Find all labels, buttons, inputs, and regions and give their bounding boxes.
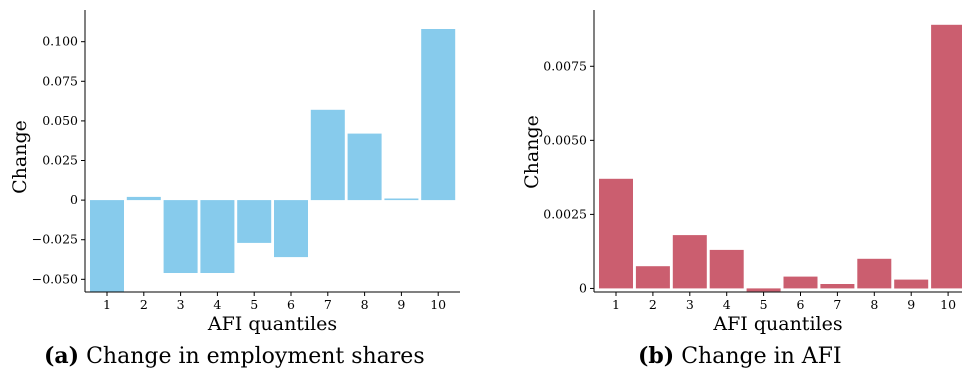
- y-tick-label: 0.075: [42, 73, 78, 88]
- bar-2: [635, 266, 670, 289]
- x-tick-label: 8: [361, 297, 369, 312]
- x-tick-label: 3: [686, 297, 694, 312]
- bar-8: [857, 258, 892, 289]
- bar-7: [310, 109, 345, 201]
- bar-4: [709, 249, 744, 289]
- bar-1: [599, 178, 633, 289]
- bar-5: [746, 288, 781, 292]
- bar-8: [347, 133, 382, 201]
- bar-6: [783, 276, 818, 289]
- x-tick-label: 6: [287, 297, 295, 312]
- y-tick-label: −0.050: [32, 271, 78, 286]
- x-tick-label: 6: [797, 297, 805, 312]
- x-tick-label: 5: [760, 297, 768, 312]
- y-tick-label: 0.0050: [543, 132, 587, 147]
- x-tick-label: 2: [140, 297, 148, 312]
- x-tick-label: 3: [177, 297, 185, 312]
- x-tick-label: 7: [833, 297, 841, 312]
- bar-1: [90, 200, 124, 292]
- caption-b-label: (b): [638, 343, 675, 369]
- x-tick-label: 7: [324, 297, 332, 312]
- caption-b-text: Change in AFI: [681, 344, 842, 369]
- x-tick-label: 1: [103, 297, 111, 312]
- x-tick-label: 10: [430, 297, 446, 312]
- caption-a-text: Change in employment shares: [86, 344, 425, 369]
- bar-10: [931, 24, 962, 289]
- y-tick-label: 0.050: [42, 113, 78, 128]
- x-tick-label: 4: [723, 297, 731, 312]
- bar-2: [126, 196, 161, 201]
- bar-3: [672, 235, 707, 289]
- caption-a-label: (a): [44, 343, 80, 369]
- bar-7: [820, 284, 855, 289]
- y-tick-label: 0.0025: [543, 206, 587, 221]
- x-axis-label: AFI quantiles: [207, 313, 337, 335]
- x-tick-label: 9: [397, 297, 405, 312]
- bar-9: [894, 279, 929, 289]
- bar-3: [163, 200, 198, 273]
- bar-4: [200, 200, 235, 273]
- bar-6: [274, 200, 308, 258]
- x-axis-label: AFI quantiles: [712, 313, 842, 335]
- x-tick-label: 9: [907, 297, 915, 312]
- chart-panel-a: −0.050 −0.025 0 0.025 0.050 0.075 0.100 1 2 3 4 5 6 7…: [9, 10, 460, 335]
- x-tick-label: 5: [250, 297, 258, 312]
- x-tick-label: 1: [612, 297, 620, 312]
- bar-9: [384, 198, 419, 201]
- y-tick-label: −0.025: [32, 232, 78, 247]
- y-tick-label: 0.0075: [543, 58, 587, 73]
- x-tick-label: 8: [870, 297, 878, 312]
- bar-10: [421, 29, 456, 201]
- y-axis-label: Change: [9, 120, 31, 194]
- chart-panel-b: 0 0.0025 0.0050 0.0075 1 2 3 4 5 6 7 8 9 10 AFI quanti…: [521, 10, 962, 335]
- y-tick-label: 0.100: [42, 34, 78, 49]
- x-tick-label: 4: [213, 297, 221, 312]
- y-tick-label: 0: [579, 280, 587, 295]
- y-tick-label: 0.025: [42, 153, 78, 168]
- caption-b: (b) Change in AFI: [638, 343, 842, 369]
- y-axis-label: Change: [521, 115, 543, 189]
- x-tick-label: 2: [649, 297, 657, 312]
- caption-a: (a) Change in employment shares: [44, 343, 425, 369]
- x-tick-label: 10: [940, 297, 956, 312]
- bar-5: [237, 200, 272, 243]
- y-tick-label: 0: [70, 192, 78, 207]
